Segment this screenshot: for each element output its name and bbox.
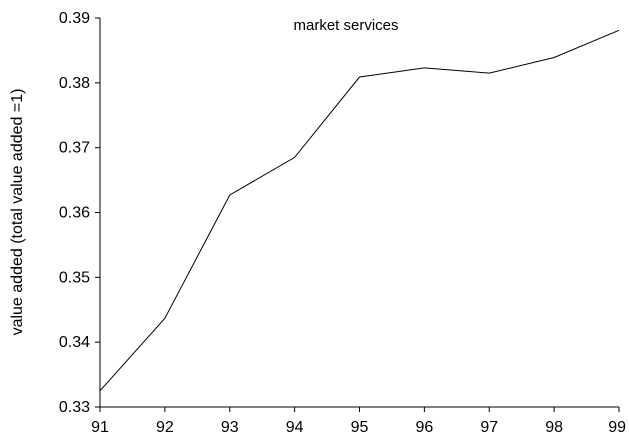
series-group [100, 30, 619, 391]
y-tick-label: 0.39 [59, 10, 90, 27]
x-tick-label: 95 [351, 419, 369, 436]
y-tick-label: 0.35 [59, 269, 90, 286]
x-tick-label: 96 [415, 419, 433, 436]
y-tick-label: 0.37 [59, 140, 90, 157]
x-tick-label: 94 [286, 419, 304, 436]
x-tick-label: 98 [545, 419, 563, 436]
x-tick-label: 99 [608, 419, 626, 436]
x-tick-label: 97 [480, 419, 498, 436]
chart-title: market services [293, 17, 398, 34]
y-tick-label: 0.36 [59, 205, 90, 222]
y-tick-label: 0.33 [59, 399, 90, 416]
x-tick-label: 93 [221, 419, 239, 436]
x-axis-ticks: 91 92 93 94 95 96 97 98 99 [91, 407, 626, 436]
y-tick-label: 0.34 [59, 334, 90, 351]
y-axis-title: value added (total value added =1) [9, 89, 26, 336]
x-tick-label: 91 [91, 419, 109, 436]
series-line-0 [100, 30, 619, 391]
y-tick-label: 0.38 [59, 75, 90, 92]
y-axis-ticks: 0.33 0.34 0.35 0.36 0.37 0.38 0.39 [59, 10, 100, 416]
x-tick-label: 92 [156, 419, 174, 436]
